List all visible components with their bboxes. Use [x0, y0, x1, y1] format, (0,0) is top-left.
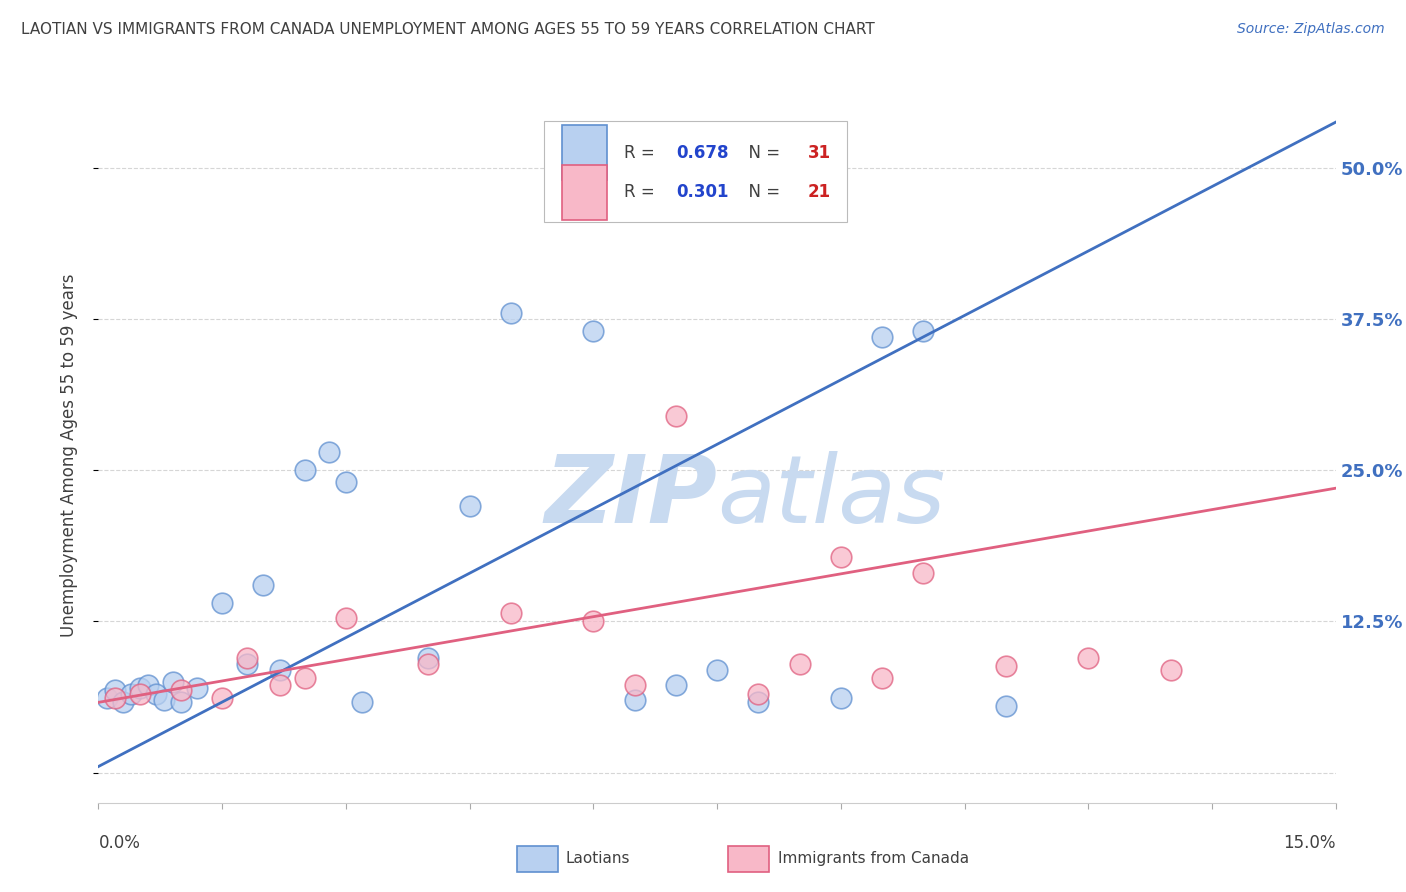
Point	[318, 445, 340, 459]
Point	[162, 674, 184, 689]
Text: 0.0%: 0.0%	[98, 834, 141, 852]
Point	[870, 330, 893, 344]
Point	[236, 657, 259, 671]
FancyBboxPatch shape	[544, 121, 846, 222]
Point	[252, 578, 274, 592]
Text: 0.678: 0.678	[676, 144, 728, 161]
Text: Source: ZipAtlas.com: Source: ZipAtlas.com	[1237, 22, 1385, 37]
Point	[912, 324, 935, 338]
Point	[418, 657, 440, 671]
Point	[1077, 650, 1099, 665]
Text: R =: R =	[624, 183, 661, 201]
Point	[136, 678, 159, 692]
Text: 21: 21	[807, 183, 831, 201]
Point	[236, 650, 259, 665]
Text: 15.0%: 15.0%	[1284, 834, 1336, 852]
Point	[335, 475, 357, 490]
Point	[170, 683, 193, 698]
Point	[912, 566, 935, 580]
Point	[706, 663, 728, 677]
Point	[104, 690, 127, 705]
Point	[294, 671, 316, 685]
Point	[269, 663, 291, 677]
Point	[1160, 663, 1182, 677]
Point	[294, 463, 316, 477]
Text: LAOTIAN VS IMMIGRANTS FROM CANADA UNEMPLOYMENT AMONG AGES 55 TO 59 YEARS CORRELA: LAOTIAN VS IMMIGRANTS FROM CANADA UNEMPL…	[21, 22, 875, 37]
Point	[623, 693, 645, 707]
Point	[582, 324, 605, 338]
FancyBboxPatch shape	[562, 125, 607, 180]
Point	[104, 683, 127, 698]
Point	[994, 659, 1017, 673]
Point	[665, 678, 688, 692]
Point	[747, 695, 769, 709]
Point	[186, 681, 208, 695]
Text: atlas: atlas	[717, 451, 945, 542]
Text: 0.301: 0.301	[676, 183, 728, 201]
Point	[211, 690, 233, 705]
Point	[120, 687, 142, 701]
Point	[153, 693, 176, 707]
Point	[211, 596, 233, 610]
Point	[335, 610, 357, 624]
Point	[665, 409, 688, 423]
Point	[96, 690, 118, 705]
Point	[112, 695, 135, 709]
Point	[458, 500, 481, 514]
Text: 31: 31	[807, 144, 831, 161]
Point	[830, 550, 852, 565]
Point	[145, 687, 167, 701]
Point	[418, 650, 440, 665]
Point	[623, 678, 645, 692]
Text: ZIP: ZIP	[544, 450, 717, 542]
Point	[352, 695, 374, 709]
Point	[128, 681, 150, 695]
FancyBboxPatch shape	[562, 165, 607, 219]
Point	[170, 695, 193, 709]
Point	[747, 687, 769, 701]
Point	[789, 657, 811, 671]
Point	[499, 606, 522, 620]
Text: N =: N =	[738, 183, 786, 201]
Y-axis label: Unemployment Among Ages 55 to 59 years: Unemployment Among Ages 55 to 59 years	[59, 273, 77, 637]
Point	[994, 698, 1017, 713]
Point	[582, 615, 605, 629]
Point	[269, 678, 291, 692]
Point	[128, 687, 150, 701]
Point	[499, 306, 522, 320]
Text: Immigrants from Canada: Immigrants from Canada	[778, 851, 969, 865]
Text: R =: R =	[624, 144, 661, 161]
Text: Laotians: Laotians	[565, 851, 630, 865]
Point	[830, 690, 852, 705]
Text: N =: N =	[738, 144, 786, 161]
Point	[870, 671, 893, 685]
